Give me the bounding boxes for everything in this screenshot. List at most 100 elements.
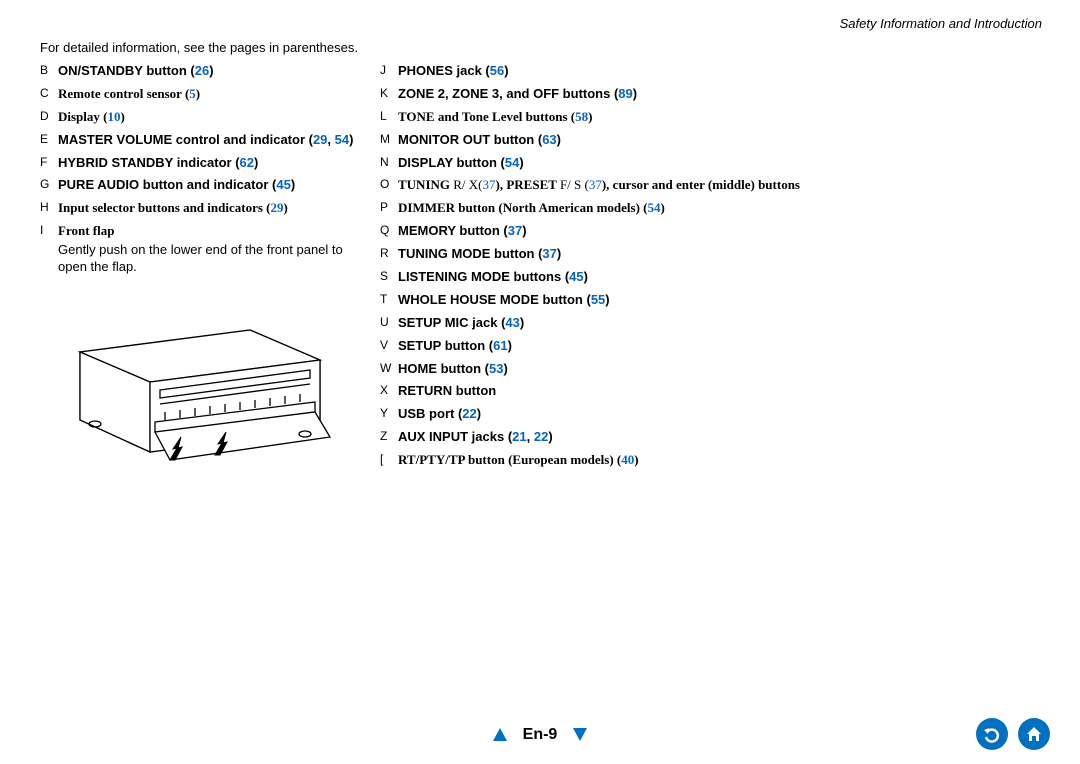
item-label: SETUP MIC jack (43) <box>398 315 524 332</box>
item-label: WHOLE HOUSE MODE button (55) <box>398 292 610 309</box>
item-label: ZONE 2, ZONE 3, and OFF buttons (89) <box>398 86 637 103</box>
item-label: ON/STANDBY button (26) <box>58 63 214 80</box>
page-ref-link[interactable]: 37 <box>483 177 496 192</box>
nav-prev-icon[interactable] <box>491 726 509 744</box>
list-item: YUSB port (22) <box>380 406 820 423</box>
list-item: HInput selector buttons and indicators (… <box>40 200 370 217</box>
item-marker: B <box>40 63 58 80</box>
page-ref-link[interactable]: 37 <box>542 246 556 261</box>
item-marker: N <box>380 155 398 172</box>
page-ref-link[interactable]: 29 <box>270 200 283 215</box>
page-ref-link[interactable]: 29 <box>313 132 327 147</box>
list-item: VSETUP button (61) <box>380 338 820 355</box>
header-section: Safety Information and Introduction <box>840 16 1042 31</box>
page-ref-link[interactable]: 55 <box>591 292 605 307</box>
item-label: SETUP button (61) <box>398 338 512 355</box>
item-marker: Y <box>380 406 398 423</box>
list-item: XRETURN button <box>380 383 820 400</box>
page-ref-link[interactable]: 37 <box>589 177 602 192</box>
page-content: For detailed information, see the pages … <box>40 40 1040 475</box>
item-marker: X <box>380 383 398 400</box>
list-item: LTONE and Tone Level buttons (58) <box>380 109 820 126</box>
list-item: DDisplay (10) <box>40 109 370 126</box>
list-item: TWHOLE HOUSE MODE button (55) <box>380 292 820 309</box>
right-column: JPHONES jack (56) KZONE 2, ZONE 3, and OF… <box>380 63 820 475</box>
page-ref-link[interactable]: 26 <box>195 63 209 78</box>
item-label: Display (10) <box>58 109 125 126</box>
list-item: QMEMORY button (37) <box>380 223 820 240</box>
list-item: EMASTER VOLUME control and indicator (29… <box>40 132 370 149</box>
item-marker: L <box>380 109 398 126</box>
item-marker: C <box>40 86 58 103</box>
back-icon[interactable] <box>976 718 1008 750</box>
item-marker: O <box>380 177 398 194</box>
item-marker: J <box>380 63 398 80</box>
item-marker: V <box>380 338 398 355</box>
list-item: BON/STANDBY button (26) <box>40 63 370 80</box>
item-marker: W <box>380 361 398 378</box>
item-marker: G <box>40 177 58 194</box>
page-ref-link[interactable]: 54 <box>505 155 519 170</box>
page-ref-link[interactable]: 21 <box>512 429 526 444</box>
item-label: PURE AUDIO button and indicator (45) <box>58 177 295 194</box>
item-marker: E <box>40 132 58 149</box>
item-marker: P <box>380 200 398 217</box>
item-marker: R <box>380 246 398 263</box>
page-ref-link[interactable]: 10 <box>107 109 120 124</box>
list-item: FHYBRID STANDBY indicator (62) <box>40 155 370 172</box>
list-item: WHOME button (53) <box>380 361 820 378</box>
item-label: AUX INPUT jacks (21, 22) <box>398 429 553 446</box>
home-icon[interactable] <box>1018 718 1050 750</box>
list-item: USETUP MIC jack (43) <box>380 315 820 332</box>
page-ref-link[interactable]: 62 <box>240 155 254 170</box>
item-label: USB port (22) <box>398 406 481 423</box>
list-item: ZAUX INPUT jacks (21, 22) <box>380 429 820 446</box>
page-ref-link[interactable]: 37 <box>508 223 522 238</box>
page-ref-link[interactable]: 58 <box>575 109 588 124</box>
item-marker: S <box>380 269 398 286</box>
list-item: CRemote control sensor (5) <box>40 86 370 103</box>
page-ref-link[interactable]: 89 <box>618 86 632 101</box>
left-column: BON/STANDBY button (26) CRemote control s… <box>40 63 380 475</box>
item-label: LISTENING MODE buttons (45) <box>398 269 588 286</box>
front-flap-text: Gently push on the lower end of the fron… <box>58 242 370 276</box>
item-label: PHONES jack (56) <box>398 63 509 80</box>
page-ref-link[interactable]: 40 <box>621 452 634 467</box>
page-ref-link[interactable]: 22 <box>462 406 476 421</box>
nav-next-icon[interactable] <box>571 726 589 744</box>
list-item: RTUNING MODE button (37) <box>380 246 820 263</box>
device-illustration <box>60 292 370 465</box>
page-ref-link[interactable]: 54 <box>648 200 661 215</box>
page-ref-link[interactable]: 63 <box>542 132 556 147</box>
item-marker: D <box>40 109 58 126</box>
page-ref-link[interactable]: 22 <box>534 429 548 444</box>
item-label: HYBRID STANDBY indicator (62) <box>58 155 258 172</box>
item-label: HOME button (53) <box>398 361 508 378</box>
intro-text: For detailed information, see the pages … <box>40 40 1040 55</box>
item-marker: T <box>380 292 398 309</box>
item-label: TUNING MODE button (37) <box>398 246 561 263</box>
item-label: DISPLAY button (54) <box>398 155 524 172</box>
page-ref-link[interactable]: 45 <box>276 177 290 192</box>
page-ref-link[interactable]: 56 <box>490 63 504 78</box>
list-item: PDIMMER button (North American models) (… <box>380 200 820 217</box>
item-label: MEMORY button (37) <box>398 223 527 240</box>
item-marker: Z <box>380 429 398 446</box>
list-item: MMONITOR OUT button (63) <box>380 132 820 149</box>
page-ref-link[interactable]: 53 <box>489 361 503 376</box>
page-footer: En-9 <box>0 726 1080 744</box>
list-item: KZONE 2, ZONE 3, and OFF buttons (89) <box>380 86 820 103</box>
page-ref-link[interactable]: 61 <box>493 338 507 353</box>
page-ref-link[interactable]: 54 <box>335 132 349 147</box>
item-marker: F <box>40 155 58 172</box>
item-label: RT/PTY/TP button (European models) (40) <box>398 452 639 469</box>
page-ref-link[interactable]: 43 <box>505 315 519 330</box>
item-marker: [ <box>380 452 398 469</box>
list-item: GPURE AUDIO button and indicator (45) <box>40 177 370 194</box>
item-marker: M <box>380 132 398 149</box>
list-item: JPHONES jack (56) <box>380 63 820 80</box>
page-ref-link[interactable]: 45 <box>569 269 583 284</box>
front-flap-title: Front flap <box>58 223 370 240</box>
list-item: [RT/PTY/TP button (European models) (40) <box>380 452 820 469</box>
page-number: En-9 <box>523 726 558 743</box>
